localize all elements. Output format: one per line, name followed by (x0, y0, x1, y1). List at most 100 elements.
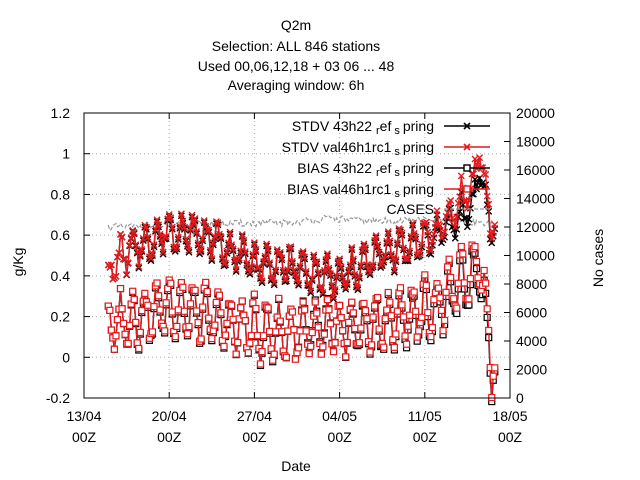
y-tick-label: 1.2 (51, 105, 71, 121)
point-marker (406, 247, 414, 255)
point-marker (331, 285, 339, 293)
legend-marker-3 (463, 164, 471, 172)
point-marker (371, 236, 379, 244)
y2-tick-label: 6000 (516, 305, 547, 321)
point-marker (266, 327, 274, 335)
point-marker (278, 328, 286, 336)
point-marker (386, 237, 394, 245)
point-marker (232, 268, 240, 276)
point-marker (345, 266, 353, 274)
point-marker (264, 245, 272, 253)
point-marker (404, 255, 412, 263)
point-marker (421, 271, 429, 279)
x-tick-label-hour: 00Z (328, 429, 353, 445)
point-marker (223, 319, 231, 327)
point-marker (121, 330, 129, 338)
point-marker (252, 304, 260, 313)
point-marker (307, 289, 315, 297)
point-marker (337, 263, 345, 271)
point-marker (205, 226, 213, 234)
point-marker (113, 253, 121, 261)
point-marker (476, 154, 484, 162)
point-marker (249, 250, 257, 258)
point-marker (445, 255, 453, 263)
point-marker (489, 228, 497, 236)
point-marker (179, 283, 187, 291)
legend-label-4: BIAS val46h1rc1 s pring (287, 181, 434, 200)
x-tick-label-hour: 00Z (157, 429, 182, 445)
point-marker (115, 249, 123, 257)
point-marker (308, 274, 316, 282)
point-marker (208, 255, 216, 263)
point-marker (243, 259, 251, 267)
point-marker (351, 270, 359, 278)
point-marker (155, 221, 163, 229)
point-marker (308, 328, 316, 337)
point-marker (349, 309, 357, 317)
point-marker (399, 313, 408, 321)
point-marker (374, 293, 382, 302)
point-marker (294, 344, 303, 352)
point-marker (119, 319, 128, 327)
point-marker (351, 324, 359, 333)
point-marker (367, 341, 376, 349)
point-marker (266, 259, 274, 267)
point-marker (185, 248, 193, 256)
point-marker (138, 246, 146, 254)
point-marker (369, 313, 377, 321)
point-marker (173, 243, 181, 251)
point-marker (159, 250, 167, 258)
point-marker (218, 253, 226, 261)
point-marker (325, 306, 333, 314)
point-marker (252, 246, 260, 254)
point-marker (457, 242, 465, 251)
point-marker (442, 212, 450, 220)
y-tick-label: 0.8 (51, 186, 71, 202)
point-marker (482, 181, 490, 189)
point-marker (474, 274, 482, 282)
point-marker (190, 220, 198, 228)
point-marker (171, 333, 179, 341)
point-marker (403, 255, 411, 263)
point-marker (451, 223, 459, 231)
point-marker (194, 318, 202, 327)
point-marker (374, 241, 382, 249)
point-marker (454, 279, 462, 287)
point-marker (345, 318, 353, 327)
point-marker (244, 349, 252, 357)
point-marker (453, 304, 461, 312)
point-marker (433, 207, 441, 215)
point-marker (369, 261, 377, 269)
point-marker (162, 299, 170, 307)
point-marker (217, 233, 225, 241)
x-tick-label-date: 20/04 (152, 408, 187, 424)
point-marker (342, 285, 350, 293)
point-marker (153, 279, 161, 287)
point-marker (330, 293, 338, 301)
point-marker (147, 257, 155, 265)
point-marker (457, 172, 465, 180)
point-marker (255, 263, 263, 271)
point-marker (323, 295, 332, 304)
point-marker (275, 294, 283, 303)
point-marker (135, 264, 143, 272)
point-marker (357, 261, 365, 269)
point-marker (256, 360, 265, 368)
point-marker (302, 268, 310, 276)
point-marker (313, 258, 321, 266)
point-marker (281, 276, 289, 284)
point-marker (258, 279, 266, 287)
y2-tick-label: 14000 (516, 191, 555, 207)
legend-label-2: STDV val46h1rc1 s pring (282, 139, 434, 158)
point-marker (412, 233, 420, 241)
series-2 (104, 154, 499, 301)
point-marker (415, 327, 423, 335)
point-marker (392, 256, 400, 264)
point-marker (360, 299, 368, 308)
y2-axis-label: No cases (590, 229, 606, 287)
point-marker (333, 272, 341, 280)
point-marker (357, 324, 365, 332)
point-marker (276, 249, 284, 257)
point-marker (361, 307, 370, 315)
